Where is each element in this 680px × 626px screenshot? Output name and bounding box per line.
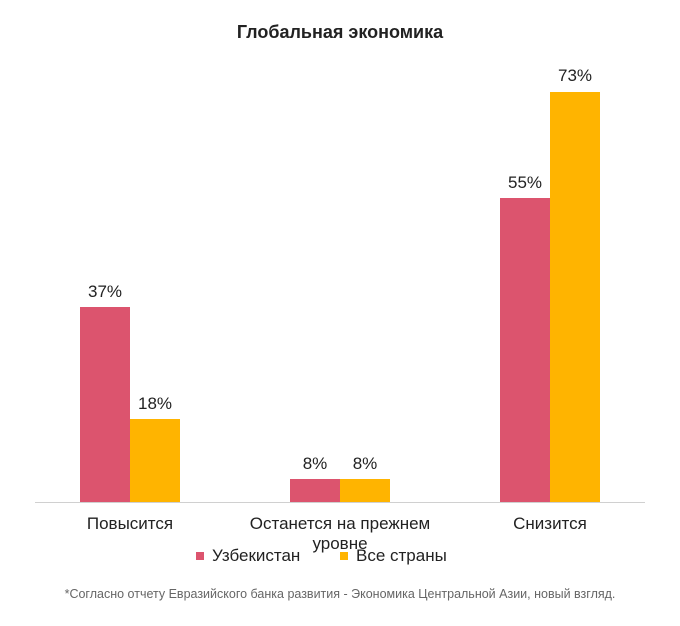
bar-uzbekistan-increase (80, 307, 130, 502)
bar-uzbekistan-decrease (500, 198, 550, 502)
legend-item-uzbekistan: Узбекистан (196, 546, 300, 566)
category-label: Повысится (86, 514, 174, 533)
footnote: *Согласно отчету Евразийского банка разв… (64, 587, 616, 601)
bar-all-countries-increase (130, 419, 180, 502)
chart-title: Глобальная экономика (236, 22, 444, 42)
category-label: Останется на прежнем уровне (249, 514, 431, 553)
value-label: 18% (137, 394, 173, 413)
legend-item-all-countries: Все страны (340, 546, 447, 566)
value-label: 73% (557, 66, 593, 85)
category-label: Снизится (513, 514, 587, 533)
bar-all-countries-same (340, 479, 390, 502)
bar-all-countries-decrease (550, 92, 600, 502)
legend-swatch-icon (340, 552, 348, 560)
value-label: 37% (87, 282, 123, 301)
value-label: 8% (352, 454, 378, 473)
value-label: 8% (302, 454, 328, 473)
bar-uzbekistan-same (290, 479, 340, 502)
legend-label: Узбекистан (212, 546, 301, 565)
legend: Узбекистан Все страны (0, 546, 680, 568)
x-axis-line (35, 502, 645, 503)
legend-label: Все страны (356, 546, 447, 565)
legend-swatch-icon (196, 552, 204, 560)
value-label: 55% (507, 173, 543, 192)
